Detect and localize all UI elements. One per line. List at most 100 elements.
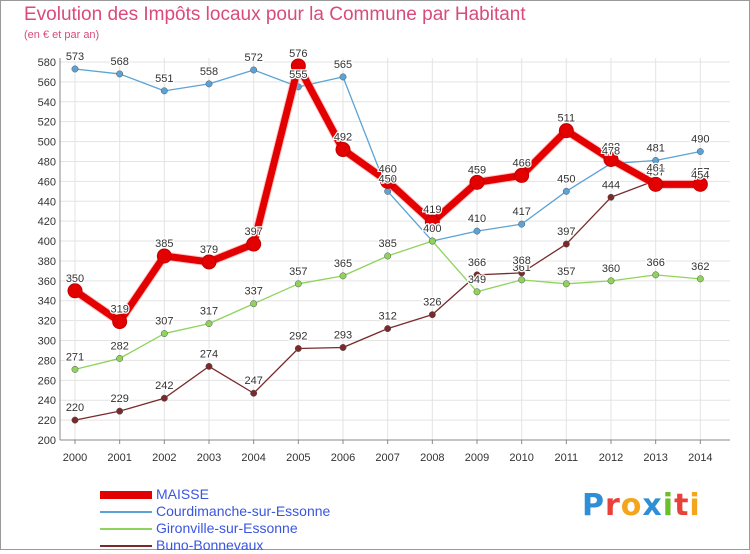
y-tick-label: 220: [38, 415, 56, 427]
series-point: [294, 280, 302, 288]
y-tick-label: 300: [38, 336, 56, 348]
x-tick-label: 2011: [555, 452, 579, 464]
series-point: [112, 314, 128, 330]
series-point: [205, 362, 213, 370]
y-tick-label: 460: [38, 176, 56, 188]
series-point: [246, 236, 262, 252]
series-point: [384, 252, 392, 260]
x-tick-label: 2000: [63, 452, 87, 464]
data-label: 461: [646, 162, 664, 174]
series-point: [160, 394, 168, 402]
data-label: 312: [378, 311, 396, 323]
data-label: 247: [244, 375, 262, 387]
data-label: 482: [602, 141, 620, 153]
data-label: 558: [200, 66, 218, 78]
legend: MAISSE Courdimanche-sur-Essonne Gironville…: [100, 486, 420, 554]
data-label: 362: [691, 261, 709, 273]
series-point: [205, 320, 213, 328]
data-label: 292: [289, 330, 307, 342]
y-tick-label: 360: [38, 276, 56, 288]
data-label: 492: [334, 132, 352, 144]
series: [67, 58, 708, 424]
data-label: 337: [244, 286, 262, 298]
data-label: 293: [334, 329, 352, 341]
y-tick-label: 240: [38, 395, 56, 407]
x-tick-label: 2005: [286, 452, 310, 464]
series-point: [116, 70, 124, 78]
logo-letter: x: [642, 488, 663, 523]
series-point: [696, 275, 704, 283]
data-label: 573: [66, 51, 84, 63]
x-tick-label: 2008: [420, 452, 444, 464]
y-tick-label: 560: [38, 77, 56, 89]
series-point: [156, 248, 172, 264]
data-label: 565: [334, 59, 352, 71]
data-label: 576: [289, 48, 307, 60]
data-label: 478: [602, 145, 620, 157]
series-point: [424, 214, 440, 230]
data-label: 366: [468, 257, 486, 269]
data-label: 357: [289, 266, 307, 278]
series-point: [514, 167, 530, 183]
series-point: [518, 269, 526, 277]
y-tick-label: 380: [38, 256, 56, 268]
data-label: 271: [66, 351, 84, 363]
series-point: [290, 58, 306, 74]
series-point: [607, 277, 615, 285]
data-label: 410: [468, 213, 486, 225]
data-label: 385: [378, 238, 396, 250]
series-point: [562, 240, 570, 248]
data-label: 444: [602, 179, 620, 191]
data-label: 481: [646, 142, 664, 154]
data-label: 360: [602, 263, 620, 275]
legend-item: Gironville-sur-Essonne: [100, 520, 420, 537]
series-point: [692, 176, 708, 192]
legend-item: Buno-Bonnevaux: [100, 537, 420, 554]
data-label: 368: [512, 255, 530, 267]
logo-letter: t: [674, 488, 690, 523]
series-point: [67, 283, 83, 299]
x-tick-label: 2013: [643, 452, 667, 464]
x-tick-label: 2010: [509, 452, 533, 464]
series-point: [696, 148, 704, 155]
data-label: 365: [334, 258, 352, 270]
series-point: [652, 271, 660, 279]
data-label: 220: [66, 402, 84, 414]
data-label: 400: [423, 223, 441, 235]
data-label: 450: [378, 173, 396, 185]
y-tick-label: 340: [38, 296, 56, 308]
x-tick-label: 2012: [599, 452, 623, 464]
series-point: [335, 142, 351, 158]
series-point: [648, 176, 664, 192]
legend-label: MAISSE: [156, 486, 209, 502]
y-tick-label: 260: [38, 375, 56, 387]
legend-item: Courdimanche-sur-Essonne: [100, 503, 420, 520]
x-tick-label: 2001: [107, 452, 131, 464]
data-label: 490: [691, 134, 709, 146]
logo-letter: i: [689, 488, 701, 523]
y-tick-label: 280: [38, 355, 56, 367]
data-label: 572: [244, 52, 262, 64]
y-tick-label: 200: [38, 435, 56, 447]
y-tick-label: 580: [38, 57, 56, 69]
data-label: 307: [155, 316, 173, 328]
data-label: 466: [512, 157, 530, 169]
data-label: 457: [691, 166, 709, 178]
y-tick-label: 520: [38, 117, 56, 129]
data-label: 379: [200, 244, 218, 256]
data-label: 274: [200, 348, 218, 360]
y-tick-label: 540: [38, 97, 56, 109]
logo-letter: P: [582, 488, 605, 523]
series-point: [116, 354, 124, 362]
x-tick-label: 2014: [688, 452, 712, 464]
y-tick-label: 320: [38, 316, 56, 328]
series-point: [250, 389, 258, 397]
logo-letter: r: [605, 488, 621, 523]
series-point: [250, 66, 258, 74]
data-label: 400: [423, 223, 441, 235]
x-tick-label: 2002: [152, 452, 176, 464]
series-point: [250, 300, 258, 308]
y-tick-label: 480: [38, 156, 56, 168]
series-point: [201, 254, 217, 270]
series-point: [384, 325, 392, 333]
